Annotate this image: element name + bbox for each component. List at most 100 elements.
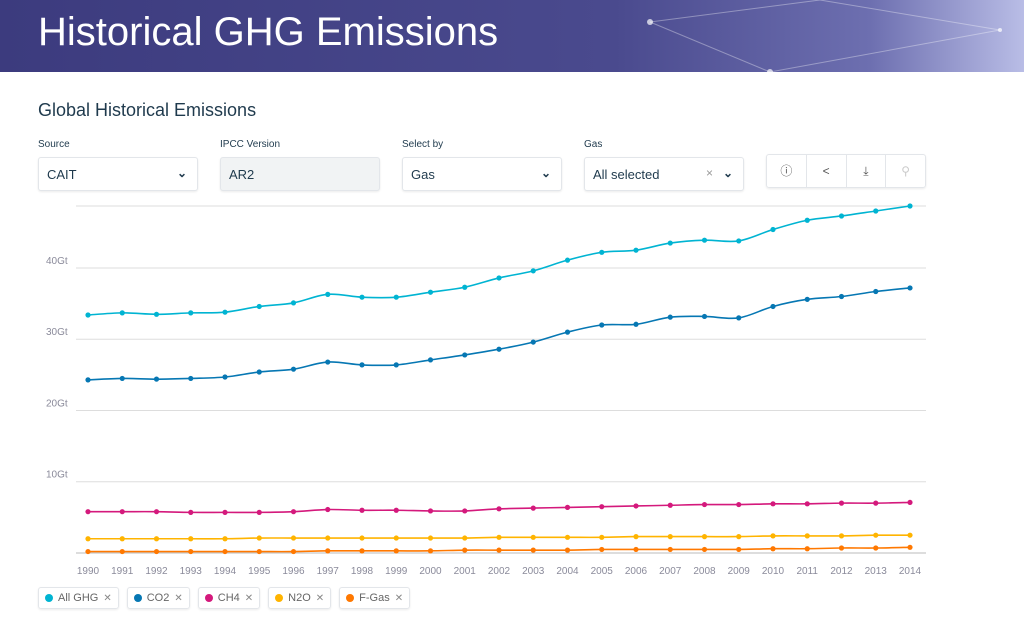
data-point <box>496 547 502 553</box>
data-point <box>290 535 297 541</box>
data-point <box>633 546 639 553</box>
clear-icon[interactable]: × <box>705 166 713 180</box>
data-point <box>736 534 742 540</box>
data-point <box>325 291 331 297</box>
data-point <box>256 303 262 310</box>
x-tick-label: 2004 <box>556 566 579 577</box>
data-point <box>564 504 571 510</box>
remove-icon[interactable]: ✕ <box>103 592 112 604</box>
y-tick-label: 20Gt <box>46 398 68 409</box>
x-tick-label: 1993 <box>180 566 203 577</box>
data-point <box>393 535 399 541</box>
legend-item[interactable]: F-Gas ✕ <box>339 587 411 609</box>
data-point <box>427 548 434 554</box>
data-point <box>873 208 879 214</box>
legend-dot-icon <box>133 594 142 602</box>
data-point <box>119 509 125 515</box>
data-point <box>770 546 776 552</box>
data-point <box>256 535 262 541</box>
select-by-label: Select by <box>402 139 444 150</box>
gas-select[interactable]: All selected × ⌄ <box>584 157 744 191</box>
chevron-down-icon: ⌄ <box>540 166 551 180</box>
legend-item[interactable]: N2O ✕ <box>268 587 332 609</box>
data-point <box>222 374 228 380</box>
data-point <box>427 357 434 363</box>
data-point <box>804 217 810 223</box>
data-point <box>462 547 468 553</box>
data-point <box>701 546 708 553</box>
select-by-select[interactable]: Gas ⌄ <box>402 157 562 191</box>
data-point <box>701 237 708 243</box>
x-tick-label: 1990 <box>77 566 100 577</box>
legend-label: N2O <box>288 592 311 604</box>
data-point <box>427 289 434 295</box>
source-select[interactable]: CAIT ⌄ <box>38 157 198 191</box>
gas-label: Gas <box>584 139 603 150</box>
data-point <box>667 502 673 508</box>
x-tick-label: 2002 <box>488 566 511 577</box>
legend-label: F-Gas <box>359 592 390 604</box>
data-point <box>701 501 708 508</box>
data-point <box>188 310 194 316</box>
download-icon[interactable]: ⤓ <box>847 155 887 187</box>
add-user-icon[interactable]: ⚲ <box>901 164 911 178</box>
page-header: Historical GHG Emissions <box>0 0 1024 72</box>
data-point <box>325 535 331 541</box>
data-point <box>804 533 810 539</box>
x-tick-label: 2012 <box>830 566 853 577</box>
data-point <box>838 293 845 300</box>
data-point <box>736 315 742 321</box>
x-tick-label: 1999 <box>385 566 408 577</box>
legend-item[interactable]: All GHG ✕ <box>38 587 119 609</box>
data-point <box>359 507 365 513</box>
data-point <box>462 535 468 541</box>
series-line-co2 <box>87 287 911 381</box>
data-point <box>325 506 331 513</box>
data-point <box>838 545 845 551</box>
data-point <box>736 546 742 553</box>
info-icon[interactable]: ⓘ <box>767 155 807 187</box>
x-tick-label: 2001 <box>454 566 477 577</box>
data-point <box>564 329 571 335</box>
data-point <box>667 240 673 246</box>
data-point <box>359 535 365 541</box>
data-point <box>907 544 913 550</box>
data-point <box>85 377 91 383</box>
data-point <box>119 536 125 542</box>
data-point <box>599 504 605 510</box>
chevron-down-icon: ⌄ <box>176 166 187 180</box>
data-point <box>530 547 536 553</box>
data-point <box>153 536 160 542</box>
x-tick-label: 2011 <box>796 566 818 577</box>
data-point <box>736 501 742 508</box>
remove-icon[interactable]: ✕ <box>244 592 254 604</box>
x-tick-label: 1994 <box>214 566 237 577</box>
data-point <box>85 312 91 318</box>
data-point <box>667 546 673 553</box>
data-point <box>393 548 399 554</box>
data-point <box>633 534 639 540</box>
data-point <box>907 203 913 209</box>
remove-icon[interactable]: ✕ <box>174 592 183 604</box>
data-point <box>633 321 639 327</box>
data-point <box>222 536 228 542</box>
x-tick-label: 2014 <box>899 566 922 577</box>
legend-item[interactable]: CH4 ✕ <box>197 587 261 609</box>
remove-icon[interactable]: ✕ <box>315 592 325 604</box>
data-point <box>393 294 399 300</box>
data-point <box>530 268 536 274</box>
data-point <box>359 362 365 368</box>
page-title: Historical GHG Emissions <box>38 10 499 54</box>
share-icon[interactable]: < <box>807 155 847 187</box>
data-point <box>633 247 639 253</box>
data-point <box>153 376 160 382</box>
data-point <box>290 509 297 515</box>
data-point <box>256 509 262 515</box>
data-point <box>804 501 810 507</box>
data-point <box>667 314 673 320</box>
data-point <box>153 548 160 555</box>
legend-item[interactable]: CO2 ✕ <box>126 587 190 609</box>
remove-icon[interactable]: ✕ <box>394 592 404 604</box>
x-tick-label: 1997 <box>317 566 340 577</box>
data-point <box>153 509 160 515</box>
